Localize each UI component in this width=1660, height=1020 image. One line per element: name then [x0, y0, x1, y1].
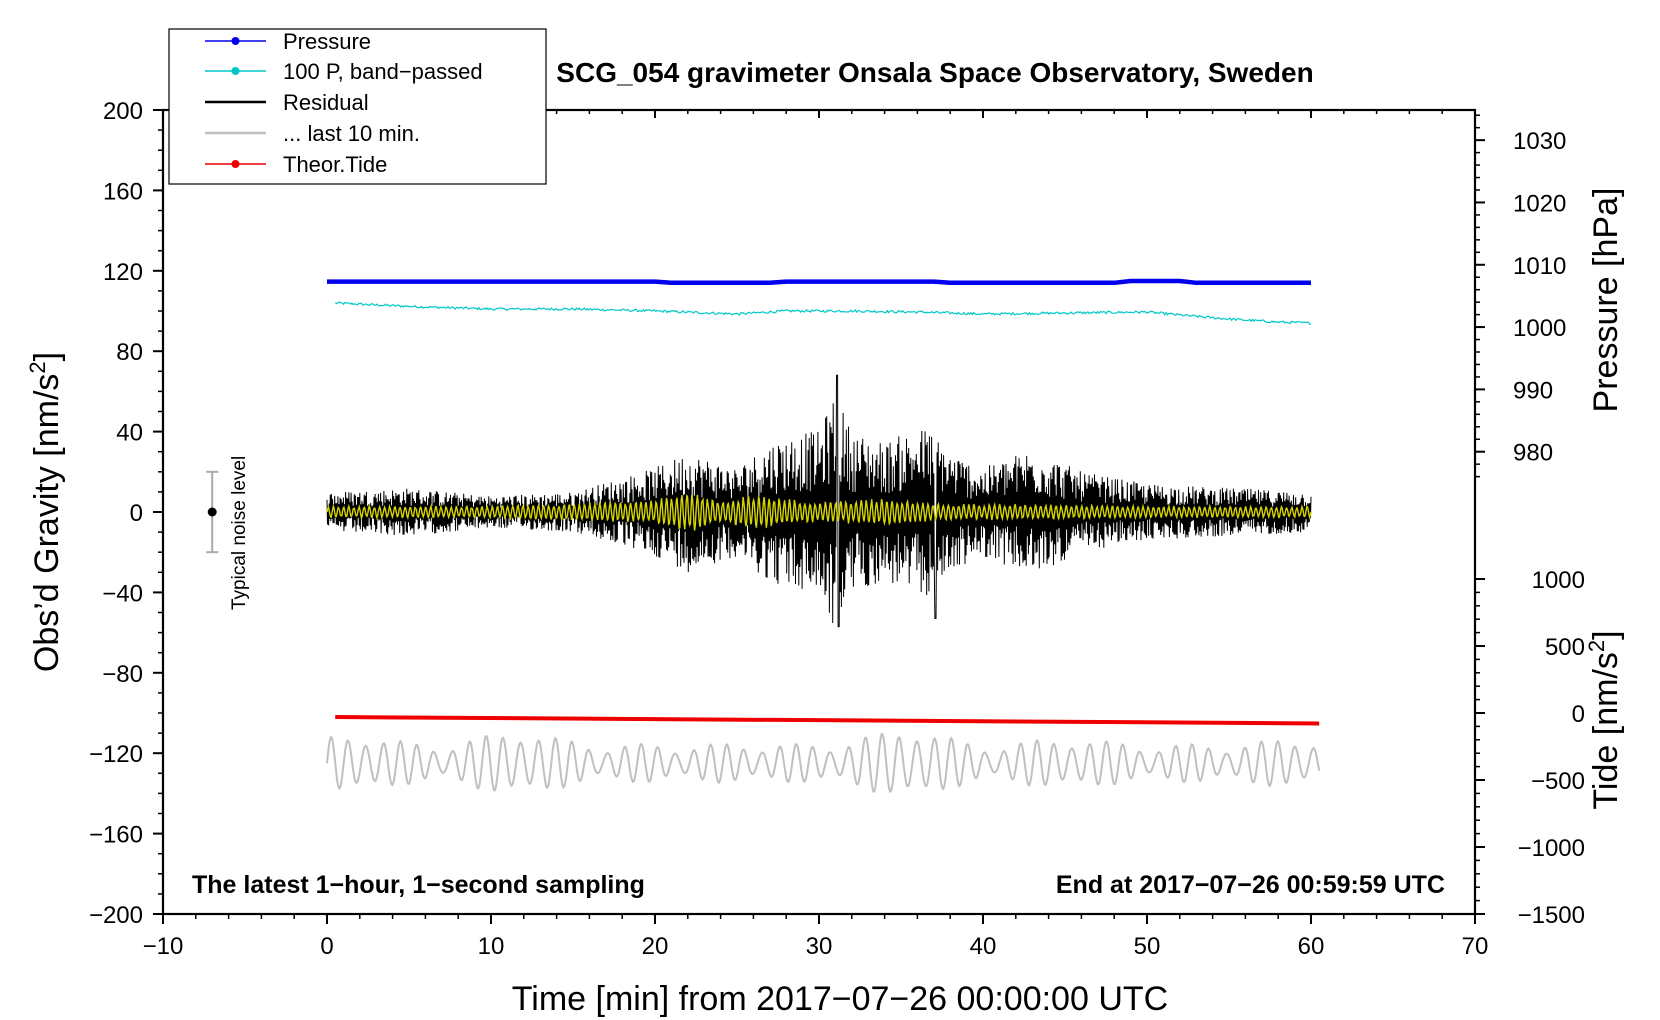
- tide-tick-label: 0: [1572, 701, 1585, 728]
- x-axis-ticks: −10 0 10 20 30 40 50 60 70: [143, 110, 1489, 960]
- series-layer: [326, 278, 1321, 794]
- x-tick-label: 40: [970, 933, 997, 960]
- series-last-10-min: [326, 732, 1321, 794]
- y-axis-title-gravity-text: Obs’d Gravity [nm/s: [28, 374, 66, 673]
- legend: Pressure 100 P, band−passed Residual ... la…: [168, 28, 547, 185]
- y-tick-label: 200: [103, 98, 143, 125]
- legend-label: Residual: [283, 90, 369, 115]
- noise-level-label: Typical noise level: [229, 456, 250, 610]
- y-axis-title-tide: Tide [nm/s2]: [1584, 630, 1625, 809]
- pressure-tick-label: 1010: [1513, 253, 1566, 280]
- y-tick-label: −120: [89, 741, 143, 768]
- y-axis-title-pressure: Pressure [hPa]: [1587, 188, 1625, 413]
- x-tick-label: 50: [1134, 933, 1161, 960]
- y-axis-title-tide-text: Tide [nm/s: [1587, 652, 1625, 809]
- series-theor-tide: [335, 715, 1320, 726]
- noise-bar: [206, 470, 219, 554]
- pressure-tick-label: 1020: [1513, 190, 1566, 217]
- noise-bar-center-dot: [207, 507, 217, 517]
- x-tick-label: 20: [642, 933, 669, 960]
- y-tick-label: 120: [103, 259, 143, 286]
- y-tick-label: −160: [89, 822, 143, 849]
- legend-box: [168, 28, 547, 185]
- series-residual: [326, 374, 1312, 628]
- x-tick-label: −10: [143, 933, 184, 960]
- pressure-axis-ticks: 1030 1020 1010 1000 990 980: [1475, 114, 1566, 478]
- legend-label: Theor.Tide: [283, 152, 387, 177]
- y-tick-label: −200: [89, 902, 143, 929]
- chart-title: SCG_054 gravimeter Onsala Space Observat…: [556, 57, 1313, 88]
- pressure-tick-label: 980: [1513, 440, 1553, 467]
- series-yellow-overlay: [326, 493, 1312, 531]
- series-pressure: [327, 278, 1311, 286]
- y-axis-ticks: 200 160 120 80 40 0 −40 −80 −120 −160 −200: [89, 98, 163, 929]
- pressure-tick-label: 990: [1513, 377, 1553, 404]
- y-tick-label: 0: [130, 500, 143, 527]
- y-axis-title-gravity-sup: 2: [25, 361, 50, 373]
- tide-tick-label: −1500: [1518, 902, 1585, 929]
- pressure-tick-label: 1030: [1513, 128, 1566, 155]
- legend-marker: [231, 67, 240, 75]
- y-axis-title-tide-close: ]: [1587, 630, 1625, 639]
- x-tick-label: 30: [806, 933, 833, 960]
- tide-tick-label: 1000: [1532, 567, 1585, 594]
- tide-tick-label: −1000: [1518, 835, 1585, 862]
- y-axis-title-gravity: Obs’d Gravity [nm/s2]: [25, 352, 66, 672]
- legend-label: ... last 10 min.: [283, 121, 420, 146]
- x-tick-label: 10: [478, 933, 505, 960]
- y-tick-label: 160: [103, 178, 143, 205]
- legend-label: Pressure: [283, 29, 371, 54]
- x-tick-label: 70: [1462, 933, 1489, 960]
- y-axis-title-gravity-close: ]: [28, 352, 66, 361]
- pressure-tick-label: 1000: [1513, 315, 1566, 342]
- x-tick-label: 60: [1298, 933, 1325, 960]
- tide-tick-label: −500: [1531, 768, 1585, 795]
- tide-tick-label: 500: [1545, 634, 1585, 661]
- x-axis-title: Time [min] from 2017−07−26 00:00:00 UTC: [512, 980, 1168, 1018]
- legend-marker: [231, 37, 240, 45]
- y-tick-label: −40: [102, 580, 143, 607]
- y-tick-label: −80: [102, 661, 143, 688]
- x-tick-label: 0: [320, 933, 333, 960]
- y-axis-title-tide-sup: 2: [1584, 640, 1609, 652]
- note-latest-hour: The latest 1−hour, 1−second sampling: [192, 871, 645, 899]
- tide-axis-ticks: 1000 500 0 −500 −1000 −1500: [1475, 567, 1585, 929]
- y-tick-label: 80: [116, 339, 143, 366]
- series-100p-band-passed: [334, 301, 1312, 325]
- legend-marker: [231, 160, 240, 168]
- legend-label: 100 P, band−passed: [283, 59, 483, 84]
- y-tick-label: 40: [116, 420, 143, 447]
- note-end-time: End at 2017−07−26 00:59:59 UTC: [1056, 871, 1445, 899]
